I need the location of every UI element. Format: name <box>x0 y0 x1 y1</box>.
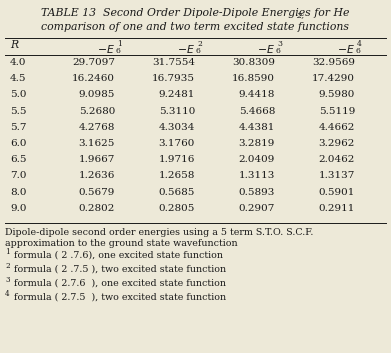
Text: 6: 6 <box>275 47 280 55</box>
Text: 6.0: 6.0 <box>10 139 27 148</box>
Text: 17.4290: 17.4290 <box>312 74 355 83</box>
Text: 4: 4 <box>5 290 10 298</box>
Text: 0.5679: 0.5679 <box>79 187 115 197</box>
Text: 6.5: 6.5 <box>10 155 27 164</box>
Text: 4.5: 4.5 <box>10 74 27 83</box>
Text: 4.4381: 4.4381 <box>239 123 275 132</box>
Text: 3.1760: 3.1760 <box>159 139 195 148</box>
Text: $-E$: $-E$ <box>257 43 275 55</box>
Text: 1.9716: 1.9716 <box>159 155 195 164</box>
Text: formula ( 2.7.6  ), one excited state function: formula ( 2.7.6 ), one excited state fun… <box>14 279 226 288</box>
Text: 1: 1 <box>5 248 10 256</box>
Text: 6: 6 <box>195 47 200 55</box>
Text: 6: 6 <box>115 47 120 55</box>
Text: 4.3034: 4.3034 <box>159 123 195 132</box>
Text: R: R <box>10 40 18 50</box>
Text: 5.4668: 5.4668 <box>239 107 275 115</box>
Text: 16.2460: 16.2460 <box>72 74 115 83</box>
Text: $-E$: $-E$ <box>177 43 195 55</box>
Text: 0.2911: 0.2911 <box>319 204 355 213</box>
Text: 1: 1 <box>117 40 122 48</box>
Text: 16.7935: 16.7935 <box>152 74 195 83</box>
Text: 29.7097: 29.7097 <box>72 58 115 67</box>
Text: comparison of one and two term excited state functions: comparison of one and two term excited s… <box>41 22 349 32</box>
Text: 0.5685: 0.5685 <box>159 187 195 197</box>
Text: 3: 3 <box>5 276 9 284</box>
Text: 1.3137: 1.3137 <box>319 172 355 180</box>
Text: 2: 2 <box>197 40 202 48</box>
Text: 5.3110: 5.3110 <box>159 107 195 115</box>
Text: 30.8309: 30.8309 <box>232 58 275 67</box>
Text: 5.7: 5.7 <box>10 123 27 132</box>
Text: 4.4662: 4.4662 <box>319 123 355 132</box>
Text: 0.2907: 0.2907 <box>239 204 275 213</box>
Text: 3.1625: 3.1625 <box>79 139 115 148</box>
Text: 0.5893: 0.5893 <box>239 187 275 197</box>
Text: 9.2481: 9.2481 <box>159 90 195 100</box>
Text: 0.5901: 0.5901 <box>319 187 355 197</box>
Text: 5.0: 5.0 <box>10 90 27 100</box>
Text: Dipole-dipole second order energies using a 5 term S.T.O. S.C.F.: Dipole-dipole second order energies usin… <box>5 228 313 237</box>
Text: 9.0: 9.0 <box>10 204 27 213</box>
Text: 4.2768: 4.2768 <box>79 123 115 132</box>
Text: 1.2658: 1.2658 <box>159 172 195 180</box>
Text: 8.0: 8.0 <box>10 187 27 197</box>
Text: TABLE 13  Second Order Dipole-Dipole Energies for He: TABLE 13 Second Order Dipole-Dipole Ener… <box>41 8 349 18</box>
Text: 2.0462: 2.0462 <box>319 155 355 164</box>
Text: approximation to the ground state wavefunction: approximation to the ground state wavefu… <box>5 239 238 248</box>
Text: 3: 3 <box>277 40 282 48</box>
Text: 32.9569: 32.9569 <box>312 58 355 67</box>
Text: 2,: 2, <box>296 11 304 19</box>
Text: 0.2805: 0.2805 <box>159 204 195 213</box>
Text: 2.0409: 2.0409 <box>239 155 275 164</box>
Text: 5.2680: 5.2680 <box>79 107 115 115</box>
Text: 5.5: 5.5 <box>10 107 27 115</box>
Text: $-E$: $-E$ <box>337 43 355 55</box>
Text: formula ( 2 .7.6), one excited state function: formula ( 2 .7.6), one excited state fun… <box>14 251 223 260</box>
Text: 1.9667: 1.9667 <box>79 155 115 164</box>
Text: 0.2802: 0.2802 <box>79 204 115 213</box>
Text: formula ( 2 .7.5 ), two excited state function: formula ( 2 .7.5 ), two excited state fu… <box>14 265 226 274</box>
Text: $-E$: $-E$ <box>97 43 115 55</box>
Text: formula ( 2.7.5  ), two excited state function: formula ( 2.7.5 ), two excited state fun… <box>14 293 226 302</box>
Text: 6: 6 <box>355 47 360 55</box>
Text: 9.0985: 9.0985 <box>79 90 115 100</box>
Text: 16.8590: 16.8590 <box>232 74 275 83</box>
Text: 9.4418: 9.4418 <box>239 90 275 100</box>
Text: 4: 4 <box>357 40 362 48</box>
Text: 7.0: 7.0 <box>10 172 27 180</box>
Text: 3.2962: 3.2962 <box>319 139 355 148</box>
Text: 3.2819: 3.2819 <box>239 139 275 148</box>
Text: 2: 2 <box>5 262 10 270</box>
Text: 5.5119: 5.5119 <box>319 107 355 115</box>
Text: 1.3113: 1.3113 <box>239 172 275 180</box>
Text: 9.5980: 9.5980 <box>319 90 355 100</box>
Text: 4.0: 4.0 <box>10 58 27 67</box>
Text: 31.7554: 31.7554 <box>152 58 195 67</box>
Text: 1.2636: 1.2636 <box>79 172 115 180</box>
